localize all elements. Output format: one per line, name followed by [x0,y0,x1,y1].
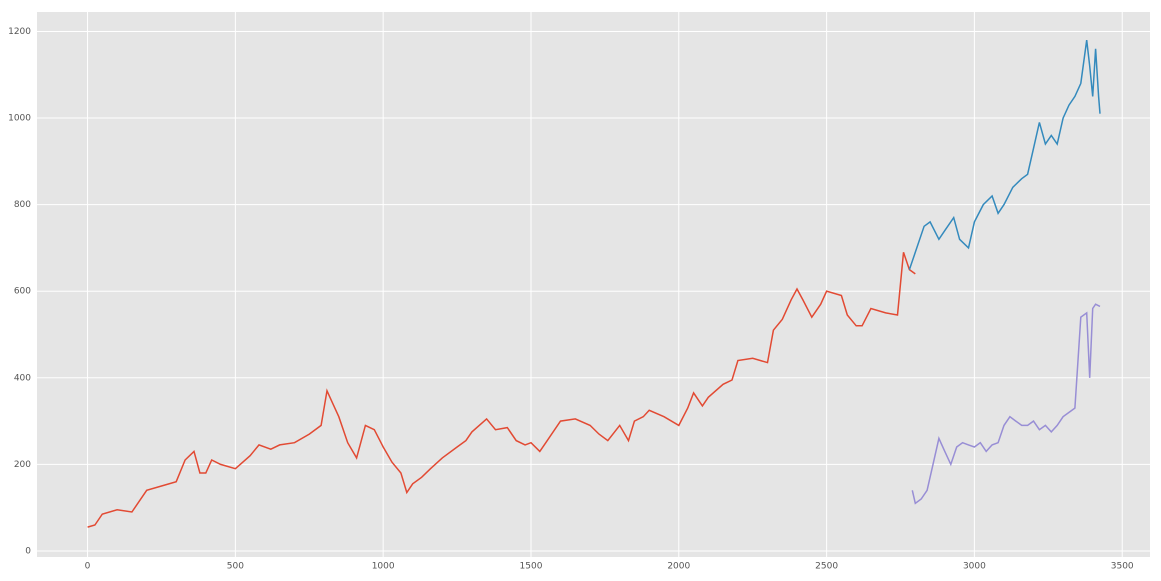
y-tick-label: 400 [14,373,31,383]
y-tick-label: 800 [14,200,31,210]
plot-area [37,12,1150,557]
series-line [908,39,1101,270]
x-tick-label: 0 [85,562,91,572]
x-tick-label: 1000 [372,562,395,572]
x-tick-label: 3000 [963,562,986,572]
x-tick-label: 500 [227,562,244,572]
x-tick-label: 1500 [520,562,543,572]
series-line [911,303,1101,505]
y-tick-label: 1000 [8,114,31,124]
x-tick-label: 2000 [667,562,690,572]
series-line [87,252,916,528]
x-tick-label: 3500 [1111,562,1134,572]
x-tick-label: 2500 [815,562,838,572]
y-tick-label: 200 [14,460,31,470]
y-tick-label: 1200 [8,27,31,37]
y-tick-label: 0 [25,546,31,556]
y-tick-label: 600 [14,287,31,297]
